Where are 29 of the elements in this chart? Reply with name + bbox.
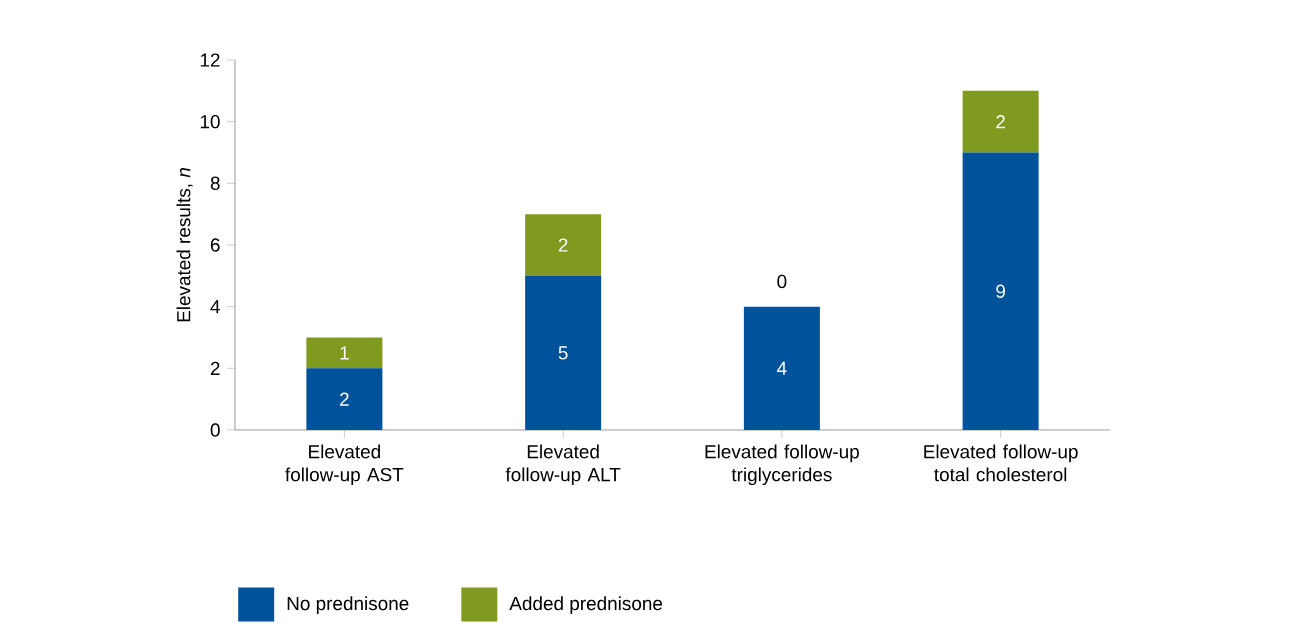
y-tick-label: 4: [210, 300, 220, 314]
data-label: 2: [558, 238, 568, 252]
bar: [962, 91, 1039, 153]
data-label: 1: [340, 346, 349, 360]
bar: [306, 337, 383, 369]
data-label: 4: [777, 362, 787, 376]
bar: [306, 368, 383, 431]
bar: [962, 152, 1039, 431]
y-tick-label: 6: [210, 238, 220, 252]
x-tick-label: Elevated follow-up AST: [285, 444, 404, 486]
data-label: 2: [340, 392, 349, 406]
y-axis-title: Elevated results, n: [176, 168, 193, 322]
x-tick-label: Elevated follow-up total cholesterol: [924, 444, 1078, 482]
bar: [525, 276, 602, 431]
data-label: 5: [558, 346, 568, 360]
x-tick-label: Elevated follow-up triglycerides: [705, 444, 859, 486]
y-tick-label: 10: [200, 115, 220, 129]
bar: [743, 306, 820, 431]
legend-label: No prednisone: [287, 596, 409, 615]
bar: [525, 214, 602, 277]
legend-label: Added prednisone: [509, 596, 663, 615]
y-tick-label: 2: [210, 361, 220, 376]
x-tick-label: Elevated follow-up ALT: [505, 444, 621, 486]
data-label: 0: [777, 274, 787, 289]
y-tick-label: 8: [210, 176, 220, 191]
data-label: 2: [996, 115, 1005, 129]
y-tick-label: 12: [200, 53, 220, 67]
y-tick-label: 0: [210, 423, 220, 437]
data-label: 9: [996, 284, 1005, 299]
